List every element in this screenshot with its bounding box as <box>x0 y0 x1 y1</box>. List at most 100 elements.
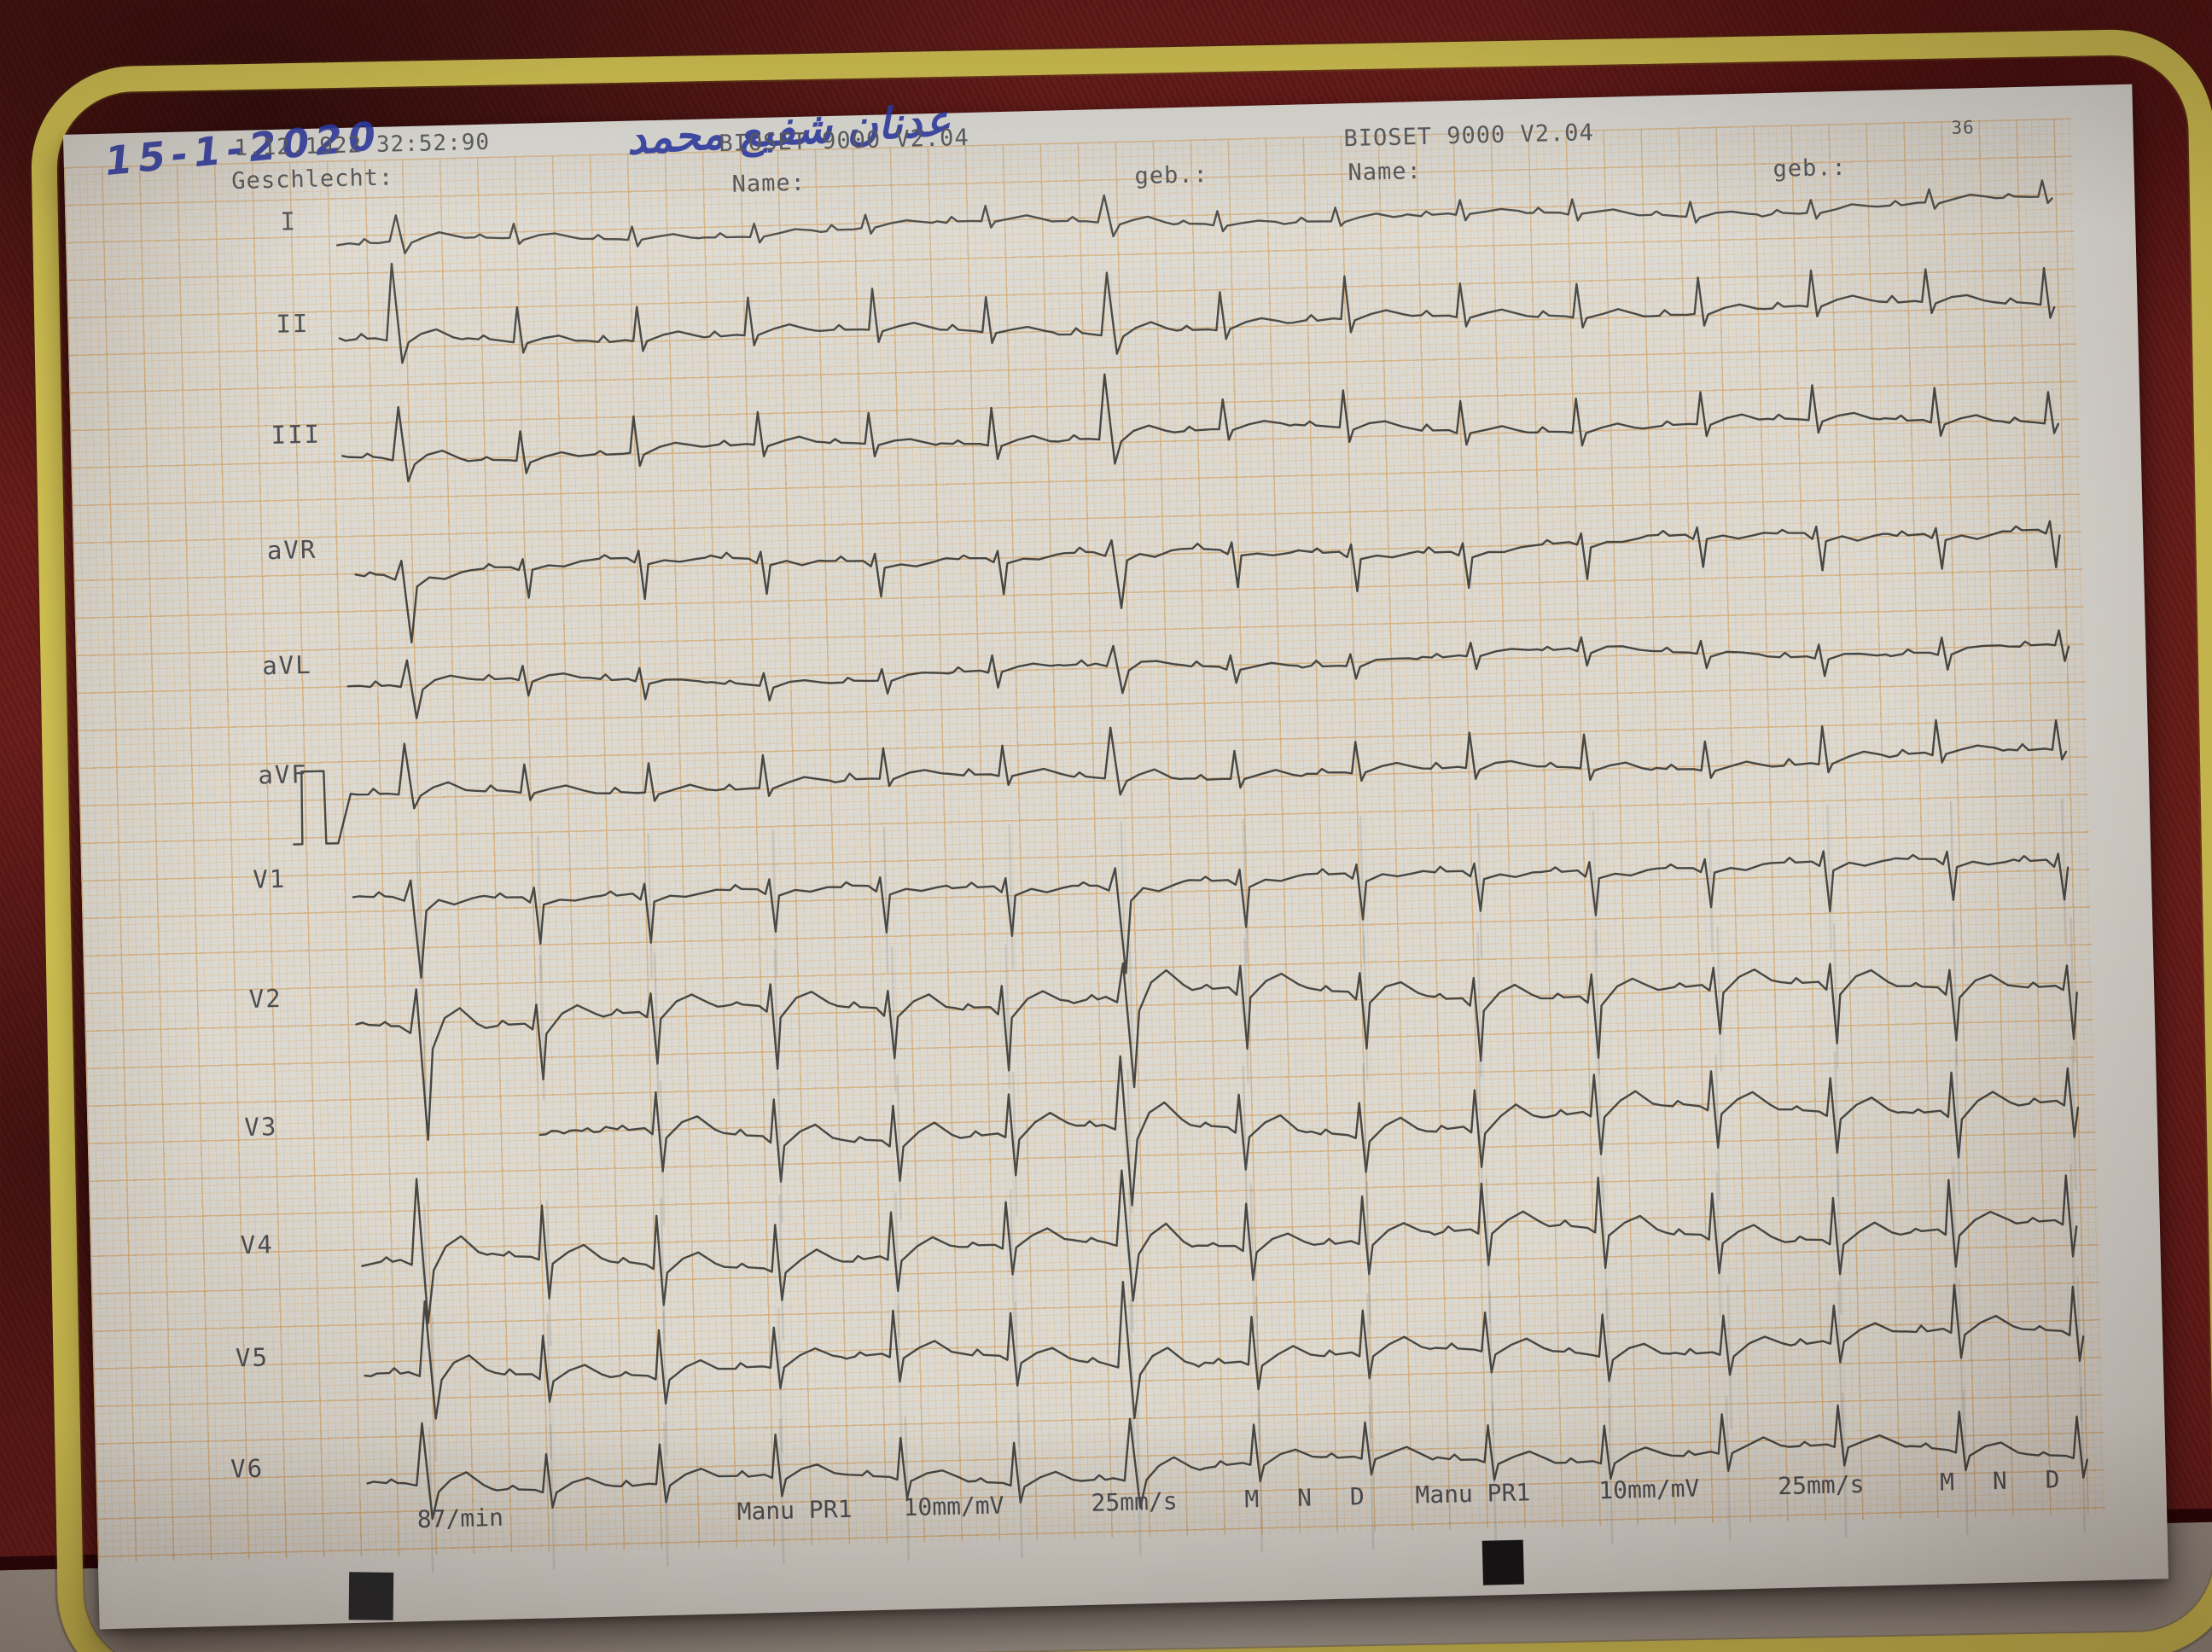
printer-smear <box>1128 1186 1134 1332</box>
printer-smear <box>1598 1057 1604 1203</box>
ecg-trace-II <box>338 262 2056 364</box>
printer-smear <box>1126 1068 1132 1214</box>
printer-smear <box>1362 934 1369 1080</box>
printer-smear <box>428 1427 434 1573</box>
footer-annotation-4: M N D <box>1244 1481 1377 1514</box>
printer-smear <box>1129 1299 1136 1445</box>
lead-label-V3: V3 <box>244 1112 278 1143</box>
printer-smear <box>1592 810 1598 956</box>
ecg-trace-III <box>341 373 2060 483</box>
printer-smear <box>1952 921 1959 1067</box>
ecg-trace-I <box>336 179 2053 255</box>
printer-smear <box>896 1074 902 1220</box>
printer-smear <box>549 1424 556 1570</box>
printer-smear <box>1841 1393 1848 1539</box>
ecg-trace-V4 <box>361 1169 2078 1324</box>
dob-label-left: geb.: <box>1134 161 1209 190</box>
printer-smear <box>1014 1302 1021 1448</box>
printer-smear <box>1476 812 1483 958</box>
printer-smear <box>1368 1404 1375 1550</box>
printer-smear <box>1008 824 1015 970</box>
lead-label-III: III <box>271 419 322 451</box>
printer-smear <box>894 1192 900 1338</box>
ecg-paper: 15-1-2020 عدنان شفيع محمد 1.12.1922 32:5… <box>62 84 2169 1630</box>
ecg-trace-V6 <box>366 1404 2089 1521</box>
printer-smear <box>890 946 897 1092</box>
printer-smear <box>2076 1276 2082 1422</box>
printer-smear <box>422 957 428 1103</box>
printer-smear <box>659 1080 666 1226</box>
printer-smear <box>1952 1166 1959 1312</box>
printer-smear <box>778 1418 785 1564</box>
printer-smear <box>1012 1071 1018 1217</box>
lead-label-V4: V4 <box>240 1230 275 1260</box>
printer-smear <box>1491 1401 1498 1547</box>
ecg-trace-aVF <box>293 718 2068 846</box>
printer-smear <box>1359 815 1365 961</box>
printer-smear <box>1242 818 1249 964</box>
printer-smear <box>1725 1395 1732 1541</box>
printer-smear <box>1726 1284 1732 1430</box>
name-label-right: Name: <box>1348 158 1423 187</box>
ecg-traces-svg <box>293 179 2089 1573</box>
printer-smear <box>654 952 660 1098</box>
printer-smear <box>1836 1169 1842 1315</box>
printer-smear <box>1120 821 1126 967</box>
printer-smear <box>1004 944 1010 1090</box>
printer-smear <box>1362 1062 1368 1208</box>
ecg-trace-V5 <box>364 1280 2085 1420</box>
registration-mark-1 <box>348 1572 394 1620</box>
printer-smear <box>1136 1410 1142 1556</box>
printer-smear <box>904 1416 911 1562</box>
footer-annotation-2: 10mm/mV <box>903 1491 1004 1522</box>
printer-smear <box>1249 1184 1256 1329</box>
ecg-trace-V2 <box>355 962 2078 1141</box>
printer-smear <box>1128 940 1135 1086</box>
printer-smear <box>1837 1282 1843 1428</box>
printer-smear <box>1715 1172 1722 1318</box>
printer-smear <box>662 1422 669 1568</box>
footer-annotation-3: 25mm/s <box>1091 1486 1179 1517</box>
printer-smear <box>1477 1060 1484 1206</box>
ecg-trace-V3 <box>538 1055 2080 1207</box>
printer-smear <box>2060 798 2067 944</box>
printer-smear <box>1716 926 1722 1072</box>
dob-label-right: geb.: <box>1773 154 1848 183</box>
printer-smear <box>1366 1293 1372 1439</box>
printer-smear <box>1254 1296 1261 1442</box>
printer-smear <box>777 1307 783 1453</box>
lead-label-aVR: aVR <box>266 534 317 566</box>
lead-label-V5: V5 <box>235 1342 270 1373</box>
printer-smear <box>2069 917 2076 1063</box>
printer-smear <box>1962 1389 1969 1535</box>
printer-smear <box>1607 1399 1614 1544</box>
printer-smear <box>1602 1175 1609 1321</box>
ecg-trace-V1 <box>352 850 2069 979</box>
registration-mark-2 <box>1481 1539 1524 1585</box>
lead-label-II: II <box>276 308 310 339</box>
lead-label-V1: V1 <box>252 864 287 894</box>
printer-smear <box>1949 801 1956 947</box>
printer-smear <box>777 1077 783 1223</box>
gender-label: Geschlecht: <box>230 164 394 195</box>
printer-smear <box>660 1198 667 1344</box>
printer-smear <box>1365 1180 1372 1326</box>
name-label-left: Name: <box>731 169 806 198</box>
printer-smear <box>1833 923 1839 1069</box>
footer-annotation-6: 10mm/mV <box>1598 1474 1700 1505</box>
printer-smear <box>538 955 545 1101</box>
printer-smear <box>778 1195 784 1341</box>
printer-smear <box>882 827 889 973</box>
printer-smear <box>1242 1066 1249 1212</box>
printer-smear <box>1714 1054 1720 1200</box>
printer-smear <box>1958 1278 1965 1424</box>
footer-annotation-8: M N D <box>1939 1464 2072 1497</box>
printer-smear <box>431 1316 437 1462</box>
printer-smear <box>647 833 654 979</box>
footer-annotation-1: Manu PR1 <box>736 1494 853 1527</box>
printer-smear <box>1243 938 1249 1084</box>
printer-smear <box>771 829 778 975</box>
printer-smear <box>1476 932 1482 1078</box>
printer-smear <box>1257 1407 1264 1553</box>
